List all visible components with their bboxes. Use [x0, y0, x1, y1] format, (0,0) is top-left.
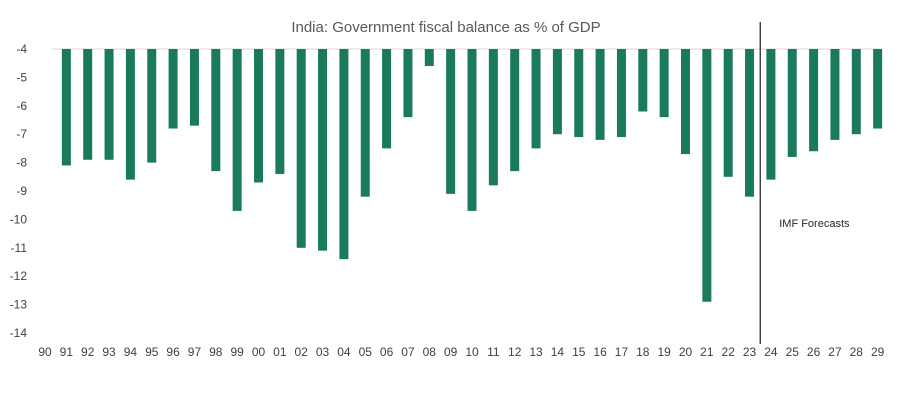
x-tick-label: 05: [359, 345, 373, 359]
y-tick-label: -14: [10, 326, 28, 340]
bar: [552, 49, 562, 135]
bar: [681, 49, 690, 155]
bar: [61, 49, 71, 166]
bar: [318, 49, 328, 251]
x-tick-label: 15: [572, 345, 586, 359]
bar: [382, 49, 392, 149]
y-tick-label: -10: [10, 212, 28, 226]
bar: [723, 49, 733, 177]
x-tick-label: 11: [487, 345, 500, 359]
x-tick-label: 96: [166, 345, 180, 359]
bar: [488, 49, 498, 186]
bar: [232, 49, 242, 211]
x-tick-label: 25: [786, 345, 800, 359]
y-axis: -4 -5 -6 -7 -8 -9 -10 -11 -12 -13 -14: [10, 42, 880, 340]
y-tick-label: -9: [16, 184, 27, 198]
x-tick-label: 07: [401, 345, 415, 359]
x-tick-label: 17: [615, 345, 629, 359]
x-tick-label: 04: [337, 345, 351, 359]
bar: [168, 49, 178, 129]
bar: [424, 49, 434, 67]
x-tick-label: 02: [295, 345, 309, 359]
y-tick-label: -12: [10, 269, 28, 283]
y-tick-label: -7: [16, 127, 27, 141]
bar: [275, 49, 285, 174]
x-tick-label: 93: [102, 345, 116, 359]
y-tick-label: -5: [16, 70, 27, 84]
bar: [851, 49, 861, 135]
y-tick-label: -11: [11, 241, 28, 255]
x-tick-label: 00: [252, 345, 266, 359]
bar: [510, 49, 520, 172]
x-tick-label: 22: [722, 345, 736, 359]
bar: [830, 49, 840, 140]
y-tick-label: -4: [16, 42, 27, 56]
bar: [339, 49, 349, 260]
bar: [189, 49, 199, 126]
bar: [574, 49, 584, 138]
x-tick-label: 98: [209, 345, 223, 359]
bar: [616, 49, 626, 138]
bar: [659, 49, 669, 118]
x-tick-label: 99: [230, 345, 244, 359]
x-tick-label: 03: [316, 345, 330, 359]
bar: [702, 49, 712, 302]
x-tick-label: 01: [273, 345, 287, 359]
x-tick-label: 18: [636, 345, 650, 359]
x-tick-label: 29: [871, 345, 885, 359]
x-tick-label: 14: [551, 345, 565, 359]
x-tick-label: 06: [380, 345, 394, 359]
x-tick-label: 13: [529, 345, 543, 359]
bar: [873, 49, 883, 129]
x-tick-label: 97: [188, 345, 202, 359]
x-tick-label: 94: [124, 345, 138, 359]
bar: [125, 49, 135, 180]
x-tick-label: 27: [828, 345, 842, 359]
x-tick-label: 09: [444, 345, 458, 359]
x-tick-label: 24: [764, 345, 778, 359]
bar: [467, 49, 477, 211]
bar: [296, 49, 306, 248]
bar: [638, 49, 648, 112]
bar: [595, 49, 605, 140]
bar: [403, 49, 413, 118]
bar: [211, 49, 221, 172]
x-tick-label: 28: [850, 345, 864, 359]
x-axis: 90 91 92 93 94 95 96 97 98 99 00 01 02 03 04 05 06 07 08 09…: [38, 345, 884, 359]
bar: [766, 49, 776, 180]
x-tick-label: 19: [657, 345, 671, 359]
forecast-annotation: IMF Forecasts: [779, 218, 850, 230]
bar-series: [61, 49, 883, 302]
x-tick-label: 23: [743, 345, 757, 359]
y-tick-label: -8: [16, 156, 27, 170]
bar: [83, 49, 93, 160]
bar: [745, 49, 755, 197]
x-tick-label: 91: [60, 345, 74, 359]
bar: [446, 49, 456, 194]
x-tick-label: 12: [508, 345, 522, 359]
bar: [254, 49, 263, 183]
bar: [147, 49, 157, 163]
bar: [104, 49, 114, 160]
bar: [531, 49, 541, 149]
x-tick-label: 16: [593, 345, 607, 359]
x-tick-label: 26: [807, 345, 821, 359]
y-tick-label: -6: [16, 99, 27, 113]
x-tick-label: 95: [145, 345, 159, 359]
x-tick-label: 92: [81, 345, 95, 359]
y-tick-label: -13: [10, 298, 28, 312]
x-tick-label: 20: [679, 345, 693, 359]
bar: [360, 49, 370, 197]
bar: [787, 49, 797, 157]
x-tick-label: 08: [423, 345, 437, 359]
bar: [809, 49, 819, 152]
x-tick-label: 90: [38, 345, 52, 359]
x-tick-label: 21: [700, 345, 714, 359]
x-tick-label: 10: [465, 345, 479, 359]
annotation-layer: IMF Forecasts: [759, 22, 850, 344]
chart-title: India: Government fiscal balance as % of…: [291, 19, 600, 36]
